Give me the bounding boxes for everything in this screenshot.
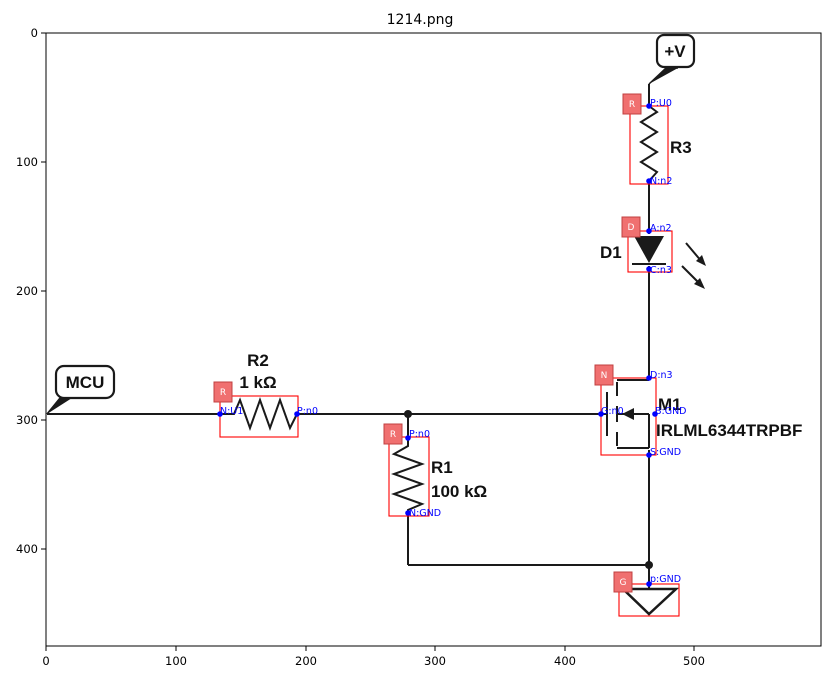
d1-pin-bottom: C:n3 [650,265,672,276]
mcu-net-label: MCU [46,364,116,415]
junction-dot [645,561,653,569]
gnd-badge [613,571,633,593]
gnd-pin: p:GND [650,574,681,585]
pin-dot [646,178,652,184]
r2-value: 1 kΩ [239,373,276,392]
r2-badge [213,381,233,403]
r3-name: R3 [670,138,692,157]
r1-value: 100 kΩ [431,482,487,501]
m1-name: M1 [658,395,682,414]
d1-badge [621,216,641,238]
r2-pin-right: P:n0 [297,406,318,417]
pin-dot [405,510,411,516]
pin-dot [598,411,604,417]
mosfet-m1: M1 IRLML6344TRPBF N D:n3 G:n0 B:GND S:GN… [594,364,802,458]
y-tick-label: 0 [31,26,38,40]
pin-dot [646,103,652,109]
r2-badge-text: R [220,388,226,398]
x-tick-label: 400 [554,654,576,668]
x-tick-label: 300 [424,654,446,668]
y-tick-label: 300 [16,413,38,427]
x-tick-label: 100 [165,654,187,668]
x-tick-label: 500 [683,654,705,668]
junction-dot [404,410,412,418]
resistor-r3: R3 R P:U0 N:n2 [622,93,692,187]
r3-pin-bottom: N:n2 [650,176,672,187]
resistor-r1: R1 100 kΩ R P:n0 N:GND [383,423,487,519]
ground-symbol: G p:GND [613,571,681,617]
vcc-label: +V [664,42,686,61]
d1-pin-top: A:n2 [650,223,672,234]
r1-pin-bottom: N:GND [409,508,441,519]
vcc-net-label: +V [648,33,696,85]
pin-dot [646,266,652,272]
mcu-label: MCU [66,373,105,392]
pin-dot [217,411,223,417]
figure-title: 1214.png [387,12,454,28]
wires [47,84,653,595]
r3-badge [622,93,642,115]
d1-badge-text: D [628,223,635,233]
pin-dot [646,375,652,381]
pin-dot [646,581,652,587]
plot-area [45,32,822,647]
led-d1: D1 D A:n2 C:n3 [600,216,706,289]
x-axis: 0 100 200 300 400 500 [42,646,705,668]
pin-dot [652,411,658,417]
r1-badge [383,423,403,445]
d1-name: D1 [600,243,622,262]
m1-pin-source: S:GND [650,447,681,458]
x-tick-label: 0 [42,654,49,668]
y-tick-label: 200 [16,284,38,298]
resistor-r2: R2 1 kΩ R N:U1 P:n0 [213,351,318,438]
y-tick-label: 400 [16,542,38,556]
diode-triangle [634,236,664,263]
y-tick-label: 100 [16,155,38,169]
pin-dot [405,435,411,441]
m1-pin-body: B:GND [655,406,687,417]
pin-dot [294,411,300,417]
r1-badge-text: R [390,430,396,440]
m1-badge-text: N [601,371,608,381]
r1-pin-top: P:n0 [409,429,430,440]
m1-part: IRLML6344TRPBF [656,421,802,440]
r3-pin-top: P:U0 [650,98,672,109]
pin-dot [646,228,652,234]
m1-badge [594,364,614,386]
x-tick-label: 200 [295,654,317,668]
y-axis: 0 100 200 300 400 [16,26,46,556]
m1-pin-gate: G:n0 [601,406,624,417]
r2-pin-left: N:U1 [220,406,243,417]
pin-dot [646,452,652,458]
r2-name: R2 [247,351,269,370]
r3-badge-text: R [629,100,635,110]
r1-name: R1 [431,458,453,477]
m1-pin-drain: D:n3 [650,370,673,381]
gnd-badge-text: G [620,578,627,588]
